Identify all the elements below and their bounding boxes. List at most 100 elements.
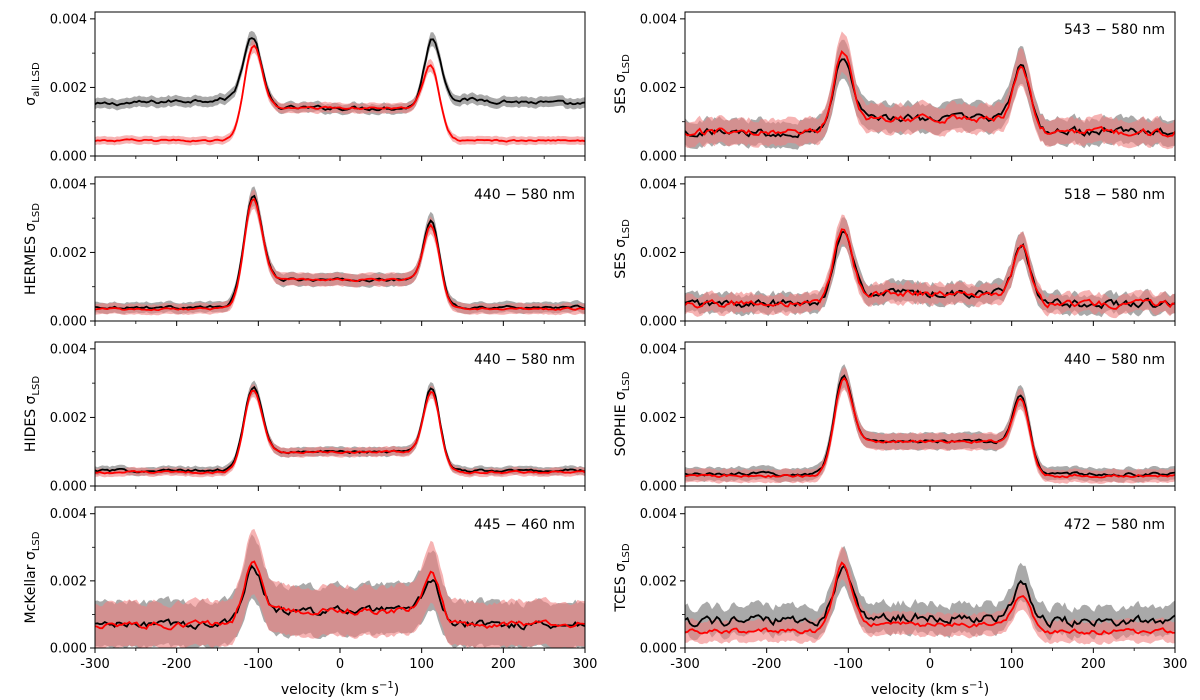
- red-series-line: [685, 376, 1175, 479]
- red-series-line: [95, 389, 585, 475]
- panel-hermes: 0.000 0.002 0.004 HERMES σLSD 440 − 580 nm: [23, 176, 586, 330]
- x-axis-label: velocity (km s−1): [281, 680, 399, 698]
- panel-all: 0.000 0.002 0.004 σall LSD: [23, 11, 586, 165]
- y-axis-label: SES σLSD: [613, 54, 632, 114]
- red-error-band: [95, 189, 585, 316]
- x-tick-label: -200: [162, 657, 192, 672]
- y-tick-label: 0.004: [640, 507, 677, 522]
- panel-ses1: 0.000 0.002 0.004 SES σLSD 543 − 580 nm: [613, 11, 1176, 165]
- y-axis-label-sub: LSD: [31, 203, 42, 223]
- y-tick-label: 0.004: [50, 177, 87, 192]
- plot-area: [685, 364, 1175, 484]
- y-axis-label: HERMES σLSD: [23, 203, 42, 295]
- y-tick-label: 0.002: [50, 574, 87, 589]
- y-axis-label-main: σ: [23, 97, 39, 106]
- y-tick-label: 0.002: [640, 246, 677, 261]
- y-axis-label-sub: LSD: [621, 371, 632, 391]
- y-tick-label: 0.002: [640, 574, 677, 589]
- x-tick-label: 300: [1163, 657, 1188, 672]
- x-tick-label: 200: [1081, 657, 1106, 672]
- plot-area: [95, 528, 585, 648]
- y-axis-label: TCES σLSD: [613, 543, 632, 612]
- y-axis-label: σall LSD: [23, 62, 42, 106]
- x-tick-label: -100: [834, 657, 864, 672]
- y-axis-label-sub: LSD: [621, 543, 632, 563]
- y-tick-label: 0.004: [50, 507, 87, 522]
- black-series-line: [95, 385, 585, 474]
- y-tick-label: 0.004: [50, 342, 87, 357]
- black-error-band: [95, 30, 585, 116]
- y-tick-label: 0.000: [640, 480, 677, 495]
- wavelength-range-label: 440 − 580 nm: [474, 352, 575, 368]
- y-axis-label-sub: LSD: [621, 219, 632, 239]
- y-axis-label: SES σLSD: [613, 219, 632, 279]
- red-error-band: [685, 31, 1175, 150]
- y-axis-label-main: McKellar σ: [23, 551, 39, 623]
- y-tick-label: 0.004: [50, 12, 87, 27]
- y-tick-label: 0.002: [50, 246, 87, 261]
- black-series-line: [685, 374, 1175, 478]
- panel-ses2: 0.000 0.002 0.004 SES σLSD 518 − 580 nm: [613, 176, 1176, 330]
- red-series-line: [685, 561, 1175, 636]
- y-axis-label: McKellar σLSD: [23, 531, 42, 623]
- red-series-line: [685, 49, 1175, 138]
- black-series-line: [685, 564, 1175, 629]
- y-tick-label: 0.002: [640, 81, 677, 96]
- black-error-band: [685, 545, 1175, 641]
- red-error-band: [685, 214, 1175, 319]
- y-tick-label: 0.002: [50, 81, 87, 96]
- y-axis-label-main: SES σ: [613, 239, 629, 279]
- y-tick-label: 0.000: [50, 315, 87, 330]
- y-axis-label-main: SES σ: [613, 74, 629, 114]
- plot-area: [95, 30, 585, 146]
- red-error-band: [95, 384, 585, 478]
- plot-area: [95, 380, 585, 478]
- y-tick-label: 0.002: [50, 411, 87, 426]
- panel-sophie: 0.000 0.002 0.004 SOPHIE σLSD 440 − 580 nm: [613, 341, 1176, 495]
- x-tick-label: 300: [573, 657, 598, 672]
- red-error-band: [95, 38, 585, 146]
- y-tick-label: 0.000: [50, 480, 87, 495]
- y-axis-label-main: TCES σ: [613, 563, 629, 613]
- x-tick-label: -200: [752, 657, 782, 672]
- x-tick-label: 0: [336, 657, 344, 672]
- wavelength-range-label: 440 − 580 nm: [1064, 352, 1165, 368]
- panel-mckellar: -300 -200 -100 0 100 200 300 0.000 0.002 0.004 McK…: [23, 506, 598, 698]
- red-series-line: [685, 228, 1175, 310]
- x-tick-label: 100: [999, 657, 1024, 672]
- plot-area: [685, 214, 1175, 319]
- black-error-band: [95, 380, 585, 477]
- black-error-band: [95, 186, 585, 315]
- wavelength-range-label: 518 − 580 nm: [1064, 187, 1165, 203]
- x-tick-label: -300: [80, 657, 110, 672]
- y-axis-label: SOPHIE σLSD: [613, 371, 632, 456]
- x-tick-label: -100: [244, 657, 274, 672]
- red-series-line: [95, 560, 585, 631]
- y-axis-label-sub: LSD: [31, 531, 42, 551]
- y-tick-label: 0.004: [640, 342, 677, 357]
- y-tick-label: 0.004: [640, 177, 677, 192]
- wavelength-range-label: 543 − 580 nm: [1064, 22, 1165, 38]
- y-tick-label: 0.000: [50, 150, 87, 165]
- plot-area: [685, 31, 1175, 150]
- panel-hides: 0.000 0.002 0.004 HIDES σLSD 440 − 580 nm: [23, 341, 586, 495]
- y-tick-label: 0.000: [50, 642, 87, 657]
- y-axis-label-sub: LSD: [31, 376, 42, 396]
- red-error-band: [685, 366, 1175, 484]
- y-tick-label: 0.000: [640, 642, 677, 657]
- y-axis-label-sub: LSD: [621, 54, 632, 74]
- red-series-line: [95, 44, 585, 143]
- black-series-line: [95, 37, 585, 112]
- x-tick-label: -300: [670, 657, 700, 672]
- y-tick-label: 0.004: [640, 12, 677, 27]
- red-series-line: [95, 197, 585, 312]
- red-error-band: [95, 528, 585, 648]
- wavelength-range-label: 440 − 580 nm: [474, 187, 575, 203]
- black-error-band: [685, 364, 1175, 483]
- x-tick-label: 100: [409, 657, 434, 672]
- wavelength-range-label: 445 − 460 nm: [474, 517, 575, 533]
- y-axis-label-main: HERMES σ: [23, 223, 39, 295]
- x-tick-label: 0: [926, 657, 934, 672]
- y-tick-label: 0.002: [640, 411, 677, 426]
